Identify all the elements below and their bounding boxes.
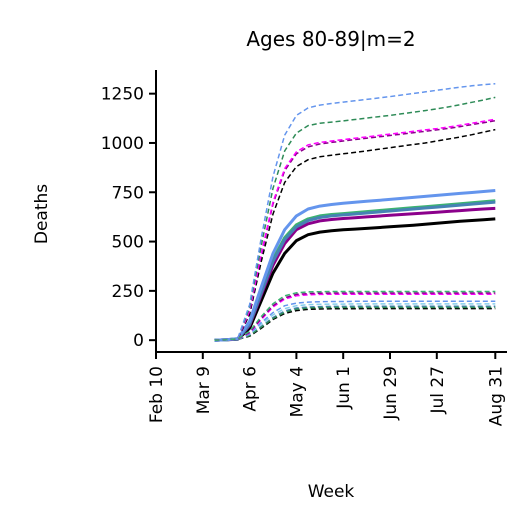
axes-layer: 0 250 500 750 1000 1250 Feb 10 Mar 9 Apr 6 May 4 J… [101,70,507,426]
y-tick-label-3: 750 [112,183,144,203]
series-layer [215,84,496,340]
x-tick-label-5: Jun 29 [381,366,401,421]
y-tick-label-1: 250 [112,282,144,302]
y-tick-label-5: 1250 [101,85,144,105]
x-tick-label-2: Apr 6 [241,366,261,412]
x-tick-label-0: Feb 10 [147,366,167,423]
x-tick-label-3: May 4 [287,366,307,417]
x-tick-label-7: Aug 31 [486,366,506,426]
y-tick-label-2: 500 [112,233,144,253]
x-tick-label-1: Mar 9 [194,366,214,414]
x-axis-label: Week [308,482,355,502]
x-tick-label-6: Jul 27 [428,366,448,415]
y-axis-label: Deaths [32,184,52,244]
y-tick-label-0: 0 [133,331,144,351]
x-tick-label-4: Jun 1 [334,366,354,410]
y-tick-label-4: 1000 [101,134,144,154]
chart-title: Ages 80-89|m=2 [246,27,415,51]
